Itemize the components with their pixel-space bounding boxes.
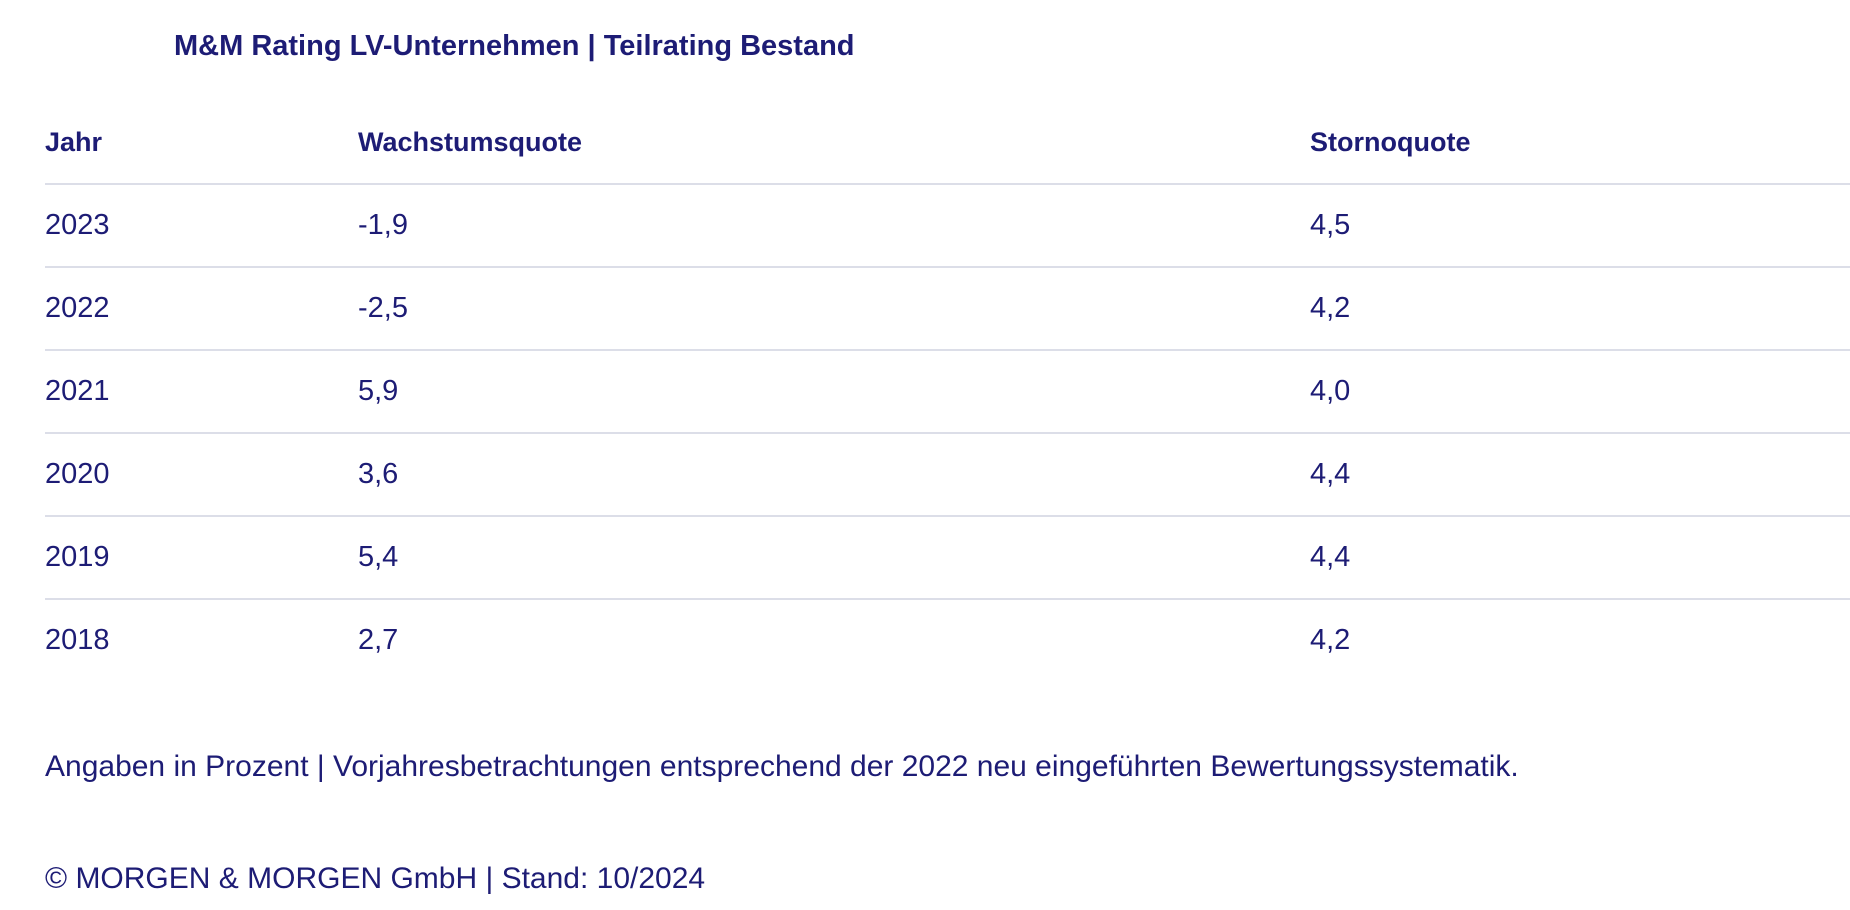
table-row: 2021 5,9 4,0 [45, 350, 1850, 434]
cell-wachstumsquote: 5,9 [358, 350, 1310, 434]
cell-wachstumsquote: 3,6 [358, 433, 1310, 517]
cell-wachstumsquote: -2,5 [358, 267, 1310, 351]
column-header-wachstumsquote: Wachstumsquote [358, 115, 1310, 185]
copyright-source-line: © MORGEN & MORGEN GmbH | Stand: 10/2024 [45, 862, 706, 895]
cell-stornoquote: 4,2 [1310, 267, 1850, 351]
table-row: 2020 3,6 4,4 [45, 433, 1850, 517]
cell-jahr: 2021 [45, 350, 358, 434]
table-body: 2023 -1,9 4,5 2022 -2,5 4,2 2021 5,9 4,0… [45, 184, 1850, 681]
column-header-stornoquote: Stornoquote [1310, 115, 1850, 185]
cell-wachstumsquote: 2,7 [358, 624, 399, 656]
cell-wachstumsquote: -1,9 [358, 184, 1310, 268]
column-header-jahr: Jahr [45, 115, 358, 185]
footnote: Angaben in Prozent | Vorjahresbetrachtun… [45, 750, 1519, 783]
cell-stornoquote: 4,5 [1310, 184, 1850, 268]
table-row: 2023 -1,9 4,5 [45, 184, 1850, 268]
cell-jahr: 2023 [45, 184, 358, 268]
cell-stornoquote: 4,4 [1310, 516, 1850, 600]
cell-jahr: 2020 [45, 433, 358, 517]
cell-stornoquote: 4,2 [1310, 624, 1351, 656]
cell-jahr: 2018 [45, 624, 110, 656]
table-row: 2019 5,4 4,4 [45, 516, 1850, 600]
rating-table: Jahr Wachstumsquote Stornoquote 2023 -1,… [45, 115, 1850, 681]
table-row: 2022 -2,5 4,2 [45, 267, 1850, 351]
cell-jahr: 2022 [45, 267, 358, 351]
cell-jahr: 2019 [45, 516, 358, 600]
table-row: 2018 2,7 4,2 [45, 599, 1850, 681]
page-title: M&M Rating LV-Unternehmen | Teilrating B… [174, 30, 855, 63]
cell-wachstumsquote: 5,4 [358, 516, 1310, 600]
table-header-row: Jahr Wachstumsquote Stornoquote [45, 115, 1850, 185]
cell-stornoquote: 4,0 [1310, 350, 1850, 434]
table-header: Jahr Wachstumsquote Stornoquote [45, 115, 1850, 185]
cell-stornoquote: 4,4 [1310, 433, 1850, 517]
